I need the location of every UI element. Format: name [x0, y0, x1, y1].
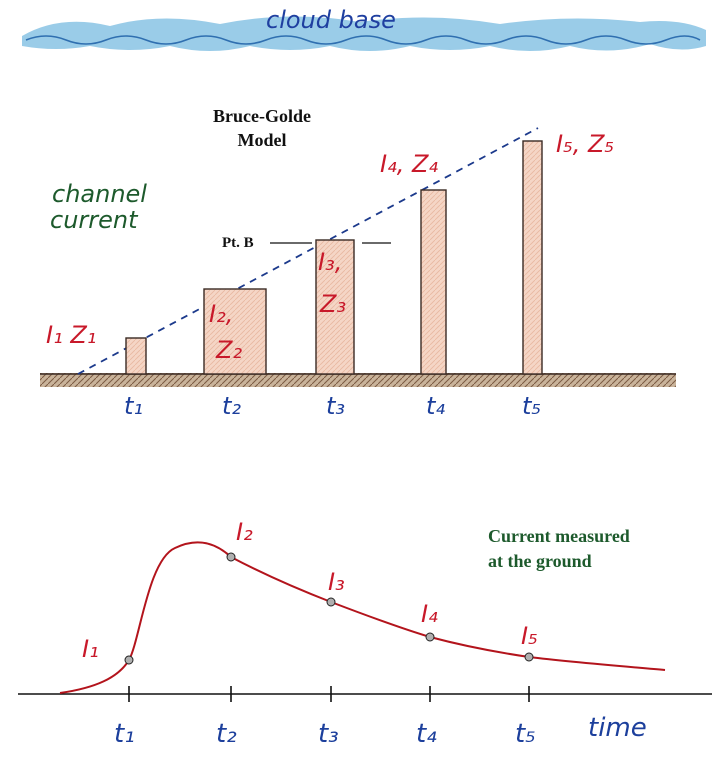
bar-2 [203, 288, 267, 375]
bar-5-label: I₅, Z₅ [556, 130, 614, 158]
bar-2-label-line1: I₂, [209, 300, 233, 328]
curve-point-2 [226, 552, 236, 562]
channel-label-line1: channel [52, 180, 147, 208]
curve-label-3: I₃ [328, 568, 345, 596]
bar-3-label-line2: Z₃ [319, 290, 346, 318]
axis-tick-label-4: t₄ [416, 719, 437, 749]
dashed-growth-line [77, 127, 539, 375]
bar-5-time-label: t₅ [522, 392, 541, 420]
bar-3-time-label: t₃ [326, 392, 345, 420]
curve-point-4 [425, 632, 435, 642]
bar-1-time-label: t₁ [124, 392, 143, 420]
curve-point-5 [524, 652, 534, 662]
cloud-band [22, 16, 706, 51]
curve-label-5: I₅ [521, 622, 538, 650]
axis-tick-label-3: t₃ [318, 719, 339, 749]
bar-1 [125, 337, 147, 375]
curve-point-1 [124, 655, 134, 665]
channel-label-line2: current [50, 206, 139, 234]
cloud-wave-line [25, 35, 701, 45]
cloud-base-label: cloud base [266, 6, 396, 34]
bar-5 [522, 140, 543, 375]
bar-4-time-label: t₄ [426, 392, 445, 420]
curve-point-3 [326, 597, 336, 607]
bar-2-time-label: t₂ [222, 392, 241, 420]
curve-label-4: I₄ [421, 600, 438, 628]
model-title-line2: Model [238, 130, 287, 150]
axis-tick-label-2: t₂ [216, 719, 237, 749]
curve-label-1: I₁ [82, 635, 99, 663]
axis-label-time: time [588, 713, 647, 743]
curve-label-2: I₂ [236, 518, 253, 546]
ground-annotation-line1: Current measured [488, 526, 630, 546]
axis-tick-label-5: t₅ [515, 719, 536, 749]
point-b-label: Pt. B [222, 235, 254, 251]
bar-2-label-line2: Z₂ [215, 336, 242, 364]
bar-4-label: I₄, Z₄ [380, 150, 438, 178]
ground-annotation-line2: at the ground [488, 551, 592, 571]
bar-4 [420, 189, 447, 375]
bar-3 [315, 239, 355, 375]
ground-strip [40, 373, 676, 387]
bar-3-label-line1: I₃, [318, 248, 342, 276]
bar-1-label: I₁ Z₁ [46, 321, 96, 349]
model-title-line1: Bruce-Golde [213, 106, 311, 126]
cloud-base: cloud base [22, 6, 706, 51]
axis-tick-label-1: t₁ [114, 719, 135, 749]
